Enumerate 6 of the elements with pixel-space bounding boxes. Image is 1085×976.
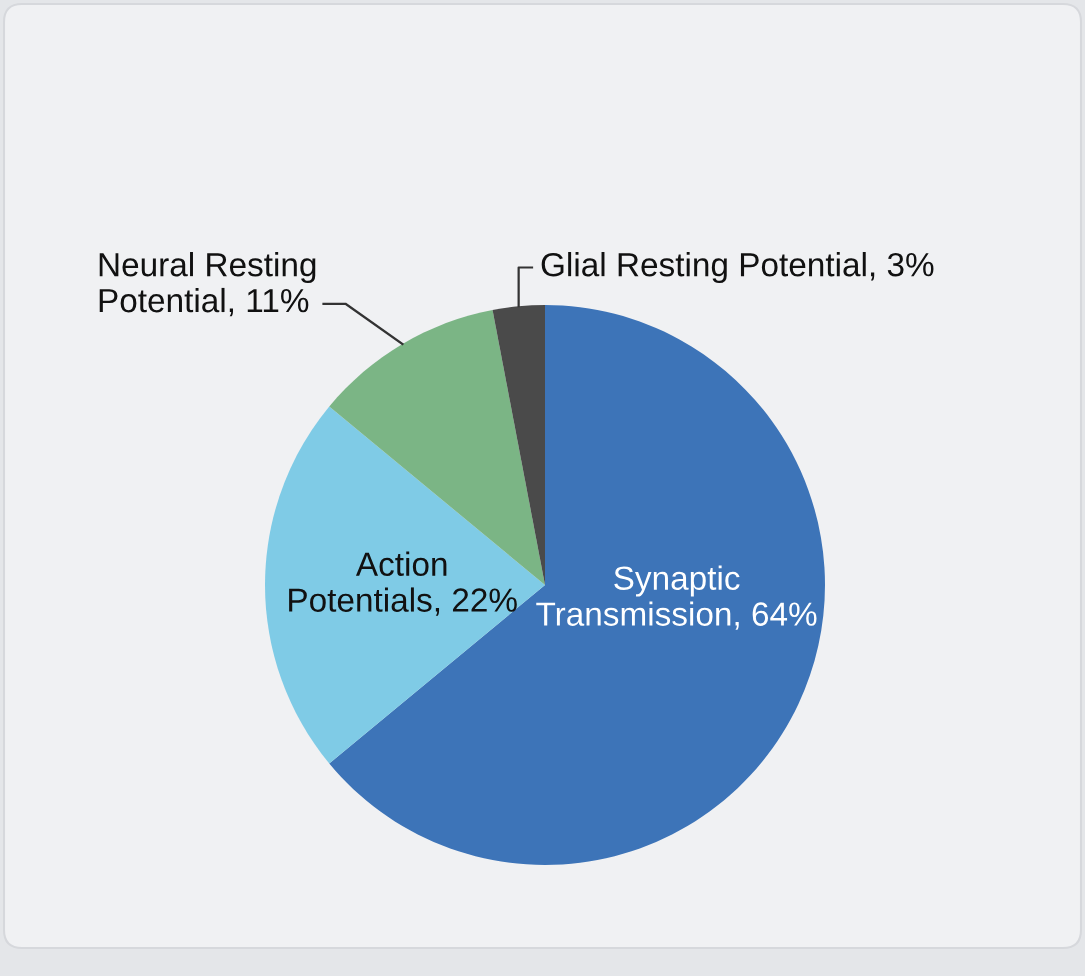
slice-label: Neural Resting Potential, 11%: [99, 252, 316, 317]
pie-slice: [329, 309, 545, 585]
slice-label: Synaptic Transmission, 64%: [536, 565, 817, 630]
slice-label: Glial Resting Potential, 3%: [541, 252, 934, 284]
pie-slice: [492, 305, 545, 585]
slice-label: Action Potentials, 22%: [289, 551, 517, 616]
